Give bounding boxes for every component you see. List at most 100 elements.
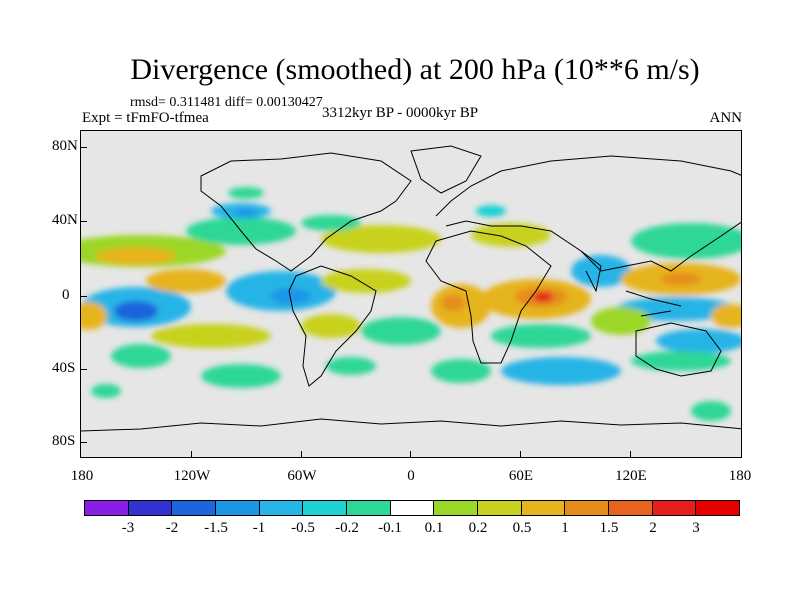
contour-region xyxy=(361,317,441,345)
coastlines xyxy=(81,145,741,432)
colorbar-label: -0.1 xyxy=(378,520,402,536)
australia-coast xyxy=(635,322,722,377)
contour-region xyxy=(321,225,441,253)
colorbar xyxy=(84,500,741,516)
contour-region xyxy=(711,304,741,328)
contour-region xyxy=(228,187,264,199)
contour-region xyxy=(471,223,551,247)
contour-region xyxy=(81,302,107,330)
lon-tick xyxy=(520,451,521,458)
lat-tick xyxy=(80,296,87,297)
colorbar-label: 3 xyxy=(692,520,700,536)
colorbar-box xyxy=(215,500,260,516)
north-america-coast xyxy=(200,152,412,272)
experiment-label: Expt = tFmFO-tfmea xyxy=(82,110,209,126)
contour-region xyxy=(476,205,506,217)
africa-coast xyxy=(425,230,552,364)
colorbar-label: 2 xyxy=(649,520,657,536)
lon-label-120w: 120W xyxy=(173,468,211,484)
contour-region xyxy=(326,357,376,375)
contour-region xyxy=(146,269,226,293)
lat-label-40s: 40S xyxy=(52,360,76,376)
indian-subcontinent-coast xyxy=(580,250,602,293)
lat-label-0: 0 xyxy=(62,287,70,303)
colorbar-label: -0.5 xyxy=(291,520,315,536)
contour-region xyxy=(301,215,361,231)
contour-region xyxy=(151,324,271,348)
colorbar-box xyxy=(564,500,610,516)
lon-tick xyxy=(410,451,411,458)
south-america-coast xyxy=(288,265,377,387)
maritime-continent-coast xyxy=(625,290,682,317)
colorbar-label: -1.5 xyxy=(204,520,228,536)
colorbar-box xyxy=(651,500,697,516)
antarctica-coast xyxy=(81,418,741,432)
contour-region xyxy=(271,288,311,304)
lat-tick xyxy=(80,147,87,148)
lon-label-180w: 180 xyxy=(70,468,94,484)
lon-tick xyxy=(191,451,192,458)
colorbar-label: -3 xyxy=(121,520,135,536)
lon-tick xyxy=(630,451,631,458)
colorbar-label: 1 xyxy=(561,520,569,536)
contour-region xyxy=(691,401,731,421)
colorbar-box xyxy=(302,500,348,516)
colorbar-box xyxy=(258,500,304,516)
lon-label-120e: 120E xyxy=(615,468,647,484)
colorbar-label: 0.1 xyxy=(424,520,444,536)
colorbar-box xyxy=(433,500,479,516)
colorbar-box xyxy=(695,500,741,516)
colorbar-box xyxy=(84,500,129,516)
contour-region xyxy=(661,273,701,285)
lat-tick xyxy=(80,442,87,443)
colorbar-box xyxy=(127,500,173,516)
contour-region xyxy=(533,292,553,302)
lat-label-80s: 80S xyxy=(52,433,76,449)
colorbar-box xyxy=(608,500,653,516)
contour-region xyxy=(321,269,411,293)
colorbar-box xyxy=(477,500,522,516)
contour-region xyxy=(234,209,258,217)
contour-region xyxy=(441,295,465,311)
greenland-coast xyxy=(410,145,482,194)
colorbar-label: 1.5 xyxy=(599,520,619,536)
contour-region xyxy=(114,301,158,321)
lat-tick xyxy=(80,369,87,370)
statistics-text: rmsd= 0.311481 diff= 0.00130427 xyxy=(130,95,323,110)
divergence-field xyxy=(81,131,741,457)
contour-region xyxy=(96,247,176,265)
contour-region xyxy=(111,344,171,368)
colorbar-label: -0.2 xyxy=(335,520,359,536)
contour-fill-layer xyxy=(81,187,741,421)
contour-region xyxy=(491,324,591,348)
colorbar-box xyxy=(520,500,566,516)
lon-label-60e: 60E xyxy=(508,468,534,484)
contour-region xyxy=(631,223,741,259)
map-plot-area xyxy=(80,130,742,458)
lon-label-0: 0 xyxy=(407,468,415,484)
lon-label-60w: 60W xyxy=(287,468,317,484)
contour-region xyxy=(501,357,621,385)
contour-region xyxy=(591,307,651,335)
colorbar-box xyxy=(389,500,435,516)
lat-label-80n: 80N xyxy=(52,138,78,154)
lat-label-40n: 40N xyxy=(52,212,78,228)
contour-region xyxy=(301,314,361,338)
colorbar-label: 0.2 xyxy=(468,520,488,536)
colorbar-label: -2 xyxy=(165,520,179,536)
contour-region xyxy=(631,351,731,371)
colorbar-label: -1 xyxy=(252,520,266,536)
plot-title: Divergence (smoothed) at 200 hPa (10**6 … xyxy=(130,53,700,86)
contour-region xyxy=(656,329,741,353)
lon-tick xyxy=(301,451,302,458)
europe-asia-coast xyxy=(435,155,741,272)
contour-region xyxy=(201,364,281,388)
contour-region xyxy=(91,384,121,398)
colorbar-box xyxy=(171,500,217,516)
contour-region xyxy=(431,359,491,383)
lat-tick xyxy=(80,221,87,222)
colorbar-label: 0.5 xyxy=(512,520,532,536)
colorbar-box xyxy=(346,500,391,516)
period-label: 3312kyr BP - 0000kyr BP xyxy=(322,105,479,121)
lon-label-180e: 180 xyxy=(728,468,752,484)
